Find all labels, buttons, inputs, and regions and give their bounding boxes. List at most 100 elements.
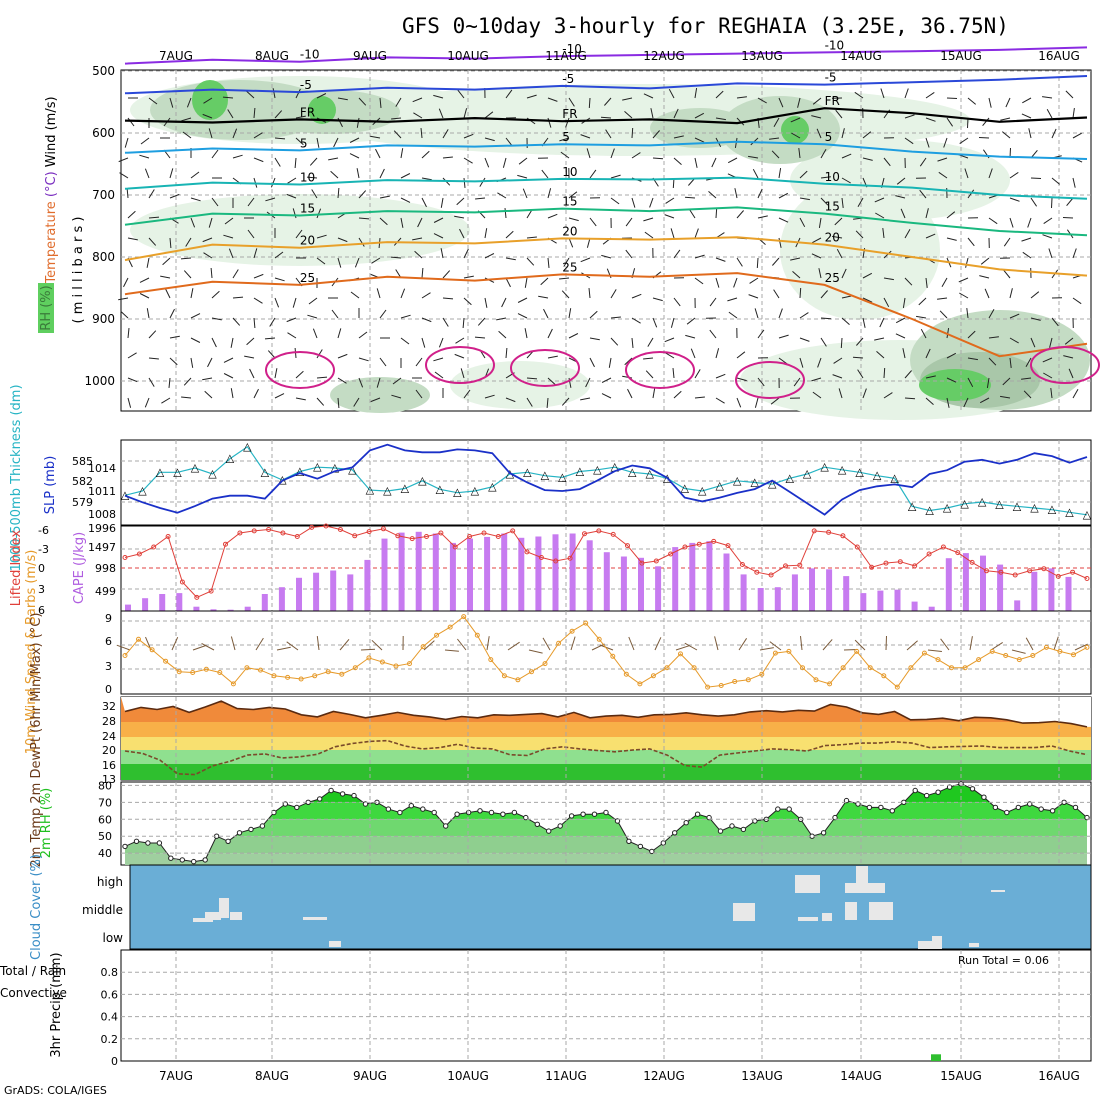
- wind-barb: [734, 137, 738, 148]
- wind-barb: [757, 97, 767, 104]
- wind-barb: [856, 337, 864, 346]
- wind-speed-point: [474, 632, 480, 638]
- dewpoint-line: [124, 739, 1088, 776]
- slp-label: SLP (mb): [43, 456, 58, 515]
- rh-point: [339, 791, 346, 797]
- wind-barb: [421, 177, 432, 181]
- wind-barb: [715, 373, 726, 379]
- wind-barb: [568, 217, 579, 222]
- wind-barb: [862, 157, 873, 161]
- wind-barb: [1051, 177, 1061, 185]
- wind-barb: [316, 93, 327, 99]
- temp-mask: [121, 697, 1091, 727]
- isotherm-label: 25: [825, 271, 840, 285]
- wind10m-barb: [990, 641, 1003, 651]
- cape-bar: [894, 589, 901, 611]
- li-point: [739, 562, 745, 567]
- rh-point: [385, 806, 392, 812]
- thickness-marker: △: [873, 469, 882, 482]
- wind-barb: [715, 277, 720, 288]
- wind-barb: [946, 237, 957, 241]
- wind10m-barb: [276, 646, 291, 651]
- wind-barb: [841, 153, 852, 159]
- wind10m-barb: [969, 636, 973, 651]
- isotherm-4: [124, 176, 1088, 200]
- wind-barb: [265, 197, 276, 202]
- precip-tick: 0.6: [101, 988, 119, 1001]
- wind-barb: [169, 97, 174, 108]
- wind-barb: [862, 388, 867, 399]
- wind-barb: [1009, 217, 1014, 228]
- wind10m-barb: [542, 637, 551, 651]
- rh-point: [924, 792, 930, 799]
- wind-barb: [316, 208, 322, 219]
- temp2m-label-part-0: 2m Temp 2m DewPt (6hr Min/Max) (°C): [29, 613, 44, 868]
- wind-barb: [754, 308, 759, 319]
- wind10m-barb: [286, 641, 299, 651]
- wind-barb: [224, 217, 234, 225]
- wind-barb: [925, 397, 934, 405]
- wind-barb: [505, 397, 516, 403]
- wind-barb: [925, 348, 931, 359]
- wind-barb: [1049, 337, 1053, 348]
- cape-bar: [1048, 568, 1055, 611]
- cape-bar: [535, 536, 542, 611]
- millibars-label-part-0: ( m i l l i b a r s ): [71, 217, 86, 324]
- wind-barb: [838, 388, 843, 399]
- wind-speed-point: [1003, 653, 1009, 658]
- cape-bar: [706, 541, 713, 611]
- li-point: [984, 568, 989, 574]
- wind-barb: [274, 137, 286, 140]
- wind-barb: [504, 208, 507, 219]
- wind-barb: [547, 213, 558, 219]
- wind-speed-point: [325, 669, 331, 675]
- thickness-marker: △: [715, 479, 724, 492]
- temp-band-3: [121, 750, 1091, 764]
- wind-barb: [421, 317, 432, 323]
- wind-barb: [390, 256, 402, 259]
- wind-barb: [736, 257, 743, 267]
- wind-barb: [463, 297, 472, 306]
- wind-barb: [773, 289, 780, 299]
- wind-barb: [526, 94, 537, 99]
- wind-barb: [391, 394, 402, 399]
- wind-barb: [1030, 291, 1040, 299]
- wind-barb: [160, 275, 171, 279]
- wind-barb: [604, 97, 612, 106]
- wind10m-barb: [738, 638, 748, 651]
- wind-speed-point: [244, 665, 250, 671]
- rh-point: [431, 809, 437, 816]
- thickness-marker: △: [803, 467, 812, 480]
- wind-barb: [547, 355, 558, 359]
- wind-barb: [916, 315, 927, 319]
- wind-barb: [841, 177, 851, 184]
- rh2m-panel: 40 50 60 70 80: [98, 779, 1092, 866]
- rh-label-part-0: RH (%): [39, 285, 54, 330]
- wind-barb: [502, 157, 507, 168]
- wind-barb: [1042, 96, 1053, 99]
- date-label-top: 16AUG: [1038, 49, 1080, 63]
- wind-barb: [358, 190, 367, 199]
- wind10m-barb: [714, 636, 719, 651]
- wind-barb: [589, 357, 595, 368]
- wind-barb: [337, 257, 342, 268]
- wind-barb: [875, 212, 885, 219]
- wind-barb: [769, 137, 780, 140]
- wind-barb: [203, 97, 213, 104]
- thickness-marker: △: [1030, 501, 1039, 514]
- date-label-bottom: 13AUG: [741, 1069, 783, 1083]
- wind-barb: [988, 97, 992, 108]
- thickness-marker: △: [313, 460, 322, 473]
- wind-barb: [371, 257, 381, 264]
- wind-barb: [1009, 171, 1019, 179]
- rh-point: [717, 828, 724, 834]
- wind-barb: [127, 397, 132, 408]
- wind-barb: [904, 229, 911, 239]
- wind-barb: [505, 230, 514, 239]
- wind-barb: [253, 317, 256, 329]
- rh-point: [523, 814, 529, 821]
- wind-barb: [673, 297, 681, 307]
- wind-barb: [400, 148, 404, 159]
- isotherm-label: 5: [825, 130, 833, 144]
- wind10m-barb: [822, 639, 833, 651]
